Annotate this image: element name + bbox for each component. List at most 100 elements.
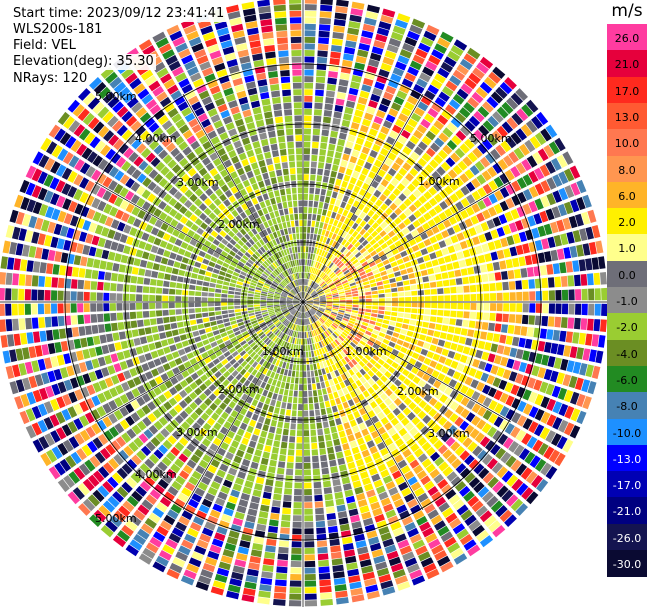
range-gate-cell xyxy=(276,312,283,317)
range-gate-cell xyxy=(282,291,288,295)
range-gate-cell xyxy=(108,400,118,411)
range-gate-cell xyxy=(38,203,49,217)
range-gate-cell xyxy=(201,307,208,312)
range-gate-cell xyxy=(259,321,266,327)
range-gate-cell xyxy=(44,234,53,247)
range-gate-cell xyxy=(215,315,223,320)
range-gate-cell xyxy=(309,324,312,331)
range-gate-cell xyxy=(433,215,442,224)
range-gate-cell xyxy=(121,524,134,537)
range-gate-cell xyxy=(278,540,289,548)
range-gate-cell xyxy=(428,538,441,550)
range-gate-cell xyxy=(565,331,573,343)
range-gate-cell xyxy=(67,406,78,418)
range-gate-cell xyxy=(329,459,337,467)
range-gate-cell xyxy=(281,293,287,297)
range-gate-cell xyxy=(398,193,407,202)
range-gate-cell xyxy=(402,256,410,263)
range-gate-cell xyxy=(288,600,302,607)
range-gate-cell xyxy=(420,269,428,276)
range-gate-cell xyxy=(395,118,405,128)
range-gate-cell xyxy=(448,99,461,110)
range-gate-cell xyxy=(242,343,249,350)
range-gate-cell xyxy=(215,288,222,293)
range-gate-cell xyxy=(336,0,349,7)
range-gate-cell xyxy=(145,494,158,505)
range-gate-cell xyxy=(420,118,431,129)
range-gate-cell xyxy=(323,244,328,251)
range-gate-cell xyxy=(591,257,599,270)
range-gate-cell xyxy=(436,316,443,324)
range-gate-cell xyxy=(373,189,382,198)
range-gate-cell xyxy=(361,477,372,486)
range-gate-cell xyxy=(408,204,417,213)
range-gate-cell xyxy=(422,527,435,538)
range-gate-cell xyxy=(326,210,332,218)
range-gate-cell xyxy=(455,393,464,403)
range-gate-cell xyxy=(410,151,420,161)
range-gate-cell xyxy=(162,302,169,309)
range-gate-cell xyxy=(125,203,135,213)
range-gate-cell xyxy=(219,463,229,472)
range-gate-cell xyxy=(417,492,429,503)
range-gate-cell xyxy=(94,140,106,153)
range-gate-cell xyxy=(585,333,593,346)
range-gate-cell xyxy=(31,289,38,301)
range-gate-cell xyxy=(304,121,312,129)
range-gate-cell xyxy=(270,315,277,320)
range-gate-cell xyxy=(303,213,308,220)
range-gate-cell xyxy=(487,387,497,398)
range-gate-cell xyxy=(96,303,103,312)
range-gate-cell xyxy=(140,523,154,535)
range-gate-cell xyxy=(321,347,326,354)
range-gate-cell xyxy=(207,361,215,369)
range-gate-cell xyxy=(153,237,162,246)
range-gate-cell xyxy=(278,454,286,462)
range-gate-cell xyxy=(154,219,163,228)
range-gate-cell xyxy=(367,410,376,418)
range-gate-cell xyxy=(537,225,547,237)
range-gate-cell xyxy=(470,379,479,389)
range-gate-cell xyxy=(585,364,594,378)
range-gate-cell xyxy=(325,90,335,98)
range-gate-cell xyxy=(330,197,336,205)
range-gate-cell xyxy=(50,356,59,368)
range-gate-cell xyxy=(481,351,490,361)
range-gate-cell xyxy=(356,283,364,288)
range-gate-cell xyxy=(552,190,563,203)
range-gate-cell xyxy=(93,335,101,345)
range-gate-cell xyxy=(60,340,69,352)
range-gate-cell xyxy=(257,248,264,255)
range-gate-cell xyxy=(260,351,266,358)
range-gate-cell xyxy=(310,436,317,443)
range-gate-cell xyxy=(343,315,350,320)
range-gate-cell xyxy=(196,417,205,427)
range-gate-cell xyxy=(97,485,110,498)
range-gate-cell xyxy=(273,304,280,307)
range-gate-cell xyxy=(309,357,313,364)
range-gate-cell xyxy=(122,91,135,104)
range-gate-cell xyxy=(494,190,504,201)
range-gate-cell xyxy=(524,255,533,266)
range-gate-cell xyxy=(467,97,480,109)
range-gate-cell xyxy=(366,65,378,74)
range-gate-cell xyxy=(262,244,269,251)
range-gate-cell xyxy=(280,295,287,298)
range-gate-cell xyxy=(444,295,451,302)
range-gate-cell xyxy=(452,499,465,511)
range-gate-cell xyxy=(303,193,308,200)
range-gate-cell xyxy=(476,312,483,320)
range-gate-cell xyxy=(312,468,321,476)
range-gate-cell xyxy=(521,104,534,117)
range-gate-cell xyxy=(272,351,278,358)
range-gate-cell xyxy=(406,30,420,41)
range-gate-cell xyxy=(74,159,85,171)
range-gate-cell xyxy=(277,275,283,281)
range-gate-cell xyxy=(313,303,320,305)
range-gate-cell xyxy=(359,385,366,393)
range-gate-cell xyxy=(334,318,341,324)
range-gate-cell xyxy=(258,416,265,424)
range-gate-cell xyxy=(423,212,432,221)
range-gate-cell xyxy=(576,197,586,211)
range-gate-cell xyxy=(304,30,316,37)
